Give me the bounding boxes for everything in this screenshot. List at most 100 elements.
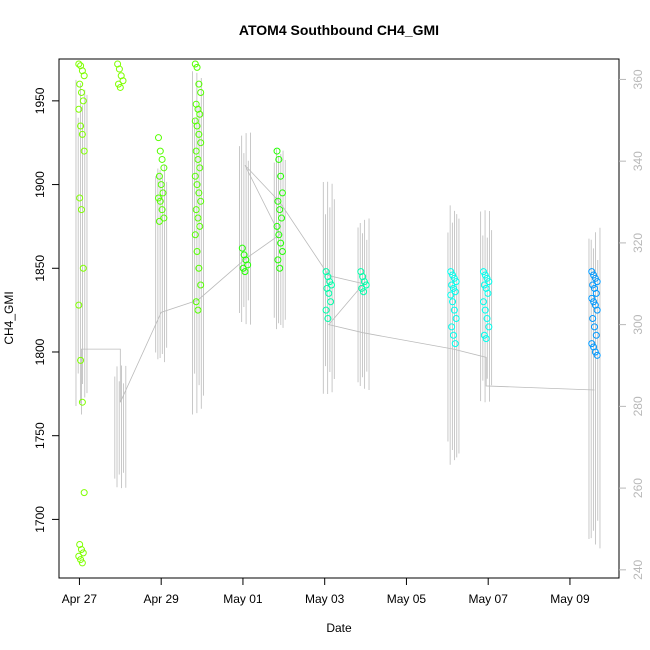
data-point-s0-c0-21 xyxy=(75,552,83,560)
data-point-s2-c1-12 xyxy=(276,264,284,272)
data-point-s4-c0-10 xyxy=(452,315,460,322)
data-point-s0-c1-4 xyxy=(115,80,123,88)
data-point-s1-c0-7 xyxy=(154,194,162,202)
x-tick-label-0: Apr 27 xyxy=(62,592,98,606)
data-point-s1-c1-21 xyxy=(191,231,199,239)
data-point-s4-c0-5 xyxy=(449,284,457,292)
data-point-s0-c0-14 xyxy=(75,301,83,309)
data-point-s0-c1-3 xyxy=(119,77,127,85)
data-point-s5-c0-12 xyxy=(590,323,598,331)
data-point-s5-c0-3 xyxy=(593,278,601,286)
data-point-s1-c0-10 xyxy=(160,214,168,222)
data-point-s1-c1-14 xyxy=(191,172,199,180)
y-axis-left: 1700 1750 1800 1850 1900 1950 xyxy=(33,87,60,533)
y-tick-label-3: 1850 xyxy=(33,255,47,282)
y-right-tick-label-0: 240 xyxy=(631,559,645,579)
data-point-s2-c1-0 xyxy=(273,147,281,155)
data-point-s1-c1-18 xyxy=(192,206,200,214)
data-point-s5-c0-2 xyxy=(591,274,599,282)
data-point-s4-c0-12 xyxy=(449,331,457,339)
data-point-s4-c1-10 xyxy=(485,323,493,331)
x-axis: Apr 27 Apr 29 May 01 May 03 May 05 May 07 May … xyxy=(62,577,590,606)
data-point-s1-c1-9 xyxy=(195,130,203,138)
data-point-s0-c1-1 xyxy=(115,65,123,73)
data-point-s0-c0-17 xyxy=(80,489,88,497)
data-point-s1-c1-10 xyxy=(197,139,205,147)
data-point-s5-c0-16 xyxy=(591,348,599,356)
data-point-s0-c0-20 xyxy=(79,549,87,557)
data-point-s1-c0-8 xyxy=(156,197,164,205)
data-point-s1-c1-8 xyxy=(193,122,201,130)
data-point-s5-c0-6 xyxy=(592,289,600,297)
data-point-s0-c0-9 xyxy=(78,130,86,138)
data-point-s5-c0-17 xyxy=(593,351,601,359)
data-point-s4-c1-12 xyxy=(482,335,490,343)
data-point-s4-c0-6 xyxy=(451,288,459,296)
data-point-s4-c0-9 xyxy=(450,306,458,314)
data-point-s5-c0-4 xyxy=(589,281,597,289)
data-point-s0-c0-11 xyxy=(76,194,84,202)
data-point-s2-c1-9 xyxy=(277,239,285,247)
y-tick-label-5: 1950 xyxy=(33,87,47,114)
data-point-s2-c0-5 xyxy=(241,268,249,276)
data-point-s0-c0-19 xyxy=(77,546,85,554)
data-point-s5-c0-11 xyxy=(589,315,597,322)
data-point-s4-c0-4 xyxy=(448,281,456,289)
data-point-s4-c0-8 xyxy=(449,298,457,306)
chart-title: ATOM4 Southbound CH4_GMI xyxy=(239,22,439,38)
data-point-s0-c1-5 xyxy=(116,83,124,91)
data-point-s3-c0-5 xyxy=(325,289,333,297)
data-point-s0-c0-23 xyxy=(78,559,86,567)
data-point-s4-c1-7 xyxy=(479,298,487,306)
y-tick-label-0: 1700 xyxy=(33,506,47,533)
data-point-s4-c1-6 xyxy=(484,289,492,297)
y-tick-label-1: 1750 xyxy=(33,422,47,449)
data-point-s1-c1-2 xyxy=(195,80,203,88)
x-tick-label-4: May 05 xyxy=(387,592,427,606)
data-point-s1-c1-22 xyxy=(193,248,201,256)
data-point-s4-c1-9 xyxy=(483,315,491,322)
data-point-s2-c1-8 xyxy=(275,231,283,239)
data-point-s4-c0-11 xyxy=(448,323,456,331)
connector-line xyxy=(81,164,595,415)
data-point-s0-c0-4 xyxy=(76,80,84,88)
data-point-s5-c0-7 xyxy=(588,294,596,302)
data-point-s3-c0-6 xyxy=(327,298,335,306)
data-point-s1-c0-3 xyxy=(160,164,168,172)
data-point-s0-c0-0 xyxy=(75,60,83,68)
x-axis-label: Date xyxy=(326,621,352,635)
data-point-s2-c1-3 xyxy=(278,189,286,197)
data-point-s2-c1-5 xyxy=(276,206,284,214)
data-point-s1-c1-1 xyxy=(193,63,201,71)
y-right-tick-label-2: 280 xyxy=(631,396,645,416)
data-point-s4-c0-13 xyxy=(451,340,459,348)
data-point-s2-c1-10 xyxy=(278,248,286,256)
y-tick-label-2: 1800 xyxy=(33,338,47,365)
x-tick-label-3: May 03 xyxy=(305,592,345,606)
data-point-s2-c1-11 xyxy=(274,256,282,264)
data-point-s1-c0-4 xyxy=(155,172,163,180)
data-point-s4-c0-0 xyxy=(447,268,455,276)
data-point-s2-c1-6 xyxy=(278,214,286,222)
data-point-s4-c1-0 xyxy=(479,268,487,276)
x-tick-label-1: Apr 29 xyxy=(144,592,180,606)
chart-marks xyxy=(75,60,601,567)
data-point-s4-c1-8 xyxy=(481,306,489,314)
data-point-s4-c1-4 xyxy=(480,281,488,289)
data-point-s4-c0-7 xyxy=(447,291,455,299)
data-point-s1-c1-26 xyxy=(194,306,202,314)
data-point-s2-c0-0 xyxy=(238,244,246,252)
data-point-s3-c0-7 xyxy=(322,306,330,314)
data-point-s5-c0-14 xyxy=(588,340,596,348)
data-point-s0-c0-16 xyxy=(78,398,86,406)
data-point-s1-c0-1 xyxy=(156,147,164,155)
data-point-s3-c0-2 xyxy=(326,278,334,286)
data-point-s0-c0-8 xyxy=(77,122,85,130)
data-point-s3-c1-4 xyxy=(358,284,366,292)
y-right-tick-label-6: 360 xyxy=(631,69,645,89)
x-tick-label-2: May 01 xyxy=(223,592,263,606)
data-point-s3-c1-5 xyxy=(360,288,368,296)
data-point-s0-c0-7 xyxy=(75,105,83,113)
data-point-s1-c1-0 xyxy=(191,60,199,68)
data-point-s3-c1-2 xyxy=(360,278,368,286)
